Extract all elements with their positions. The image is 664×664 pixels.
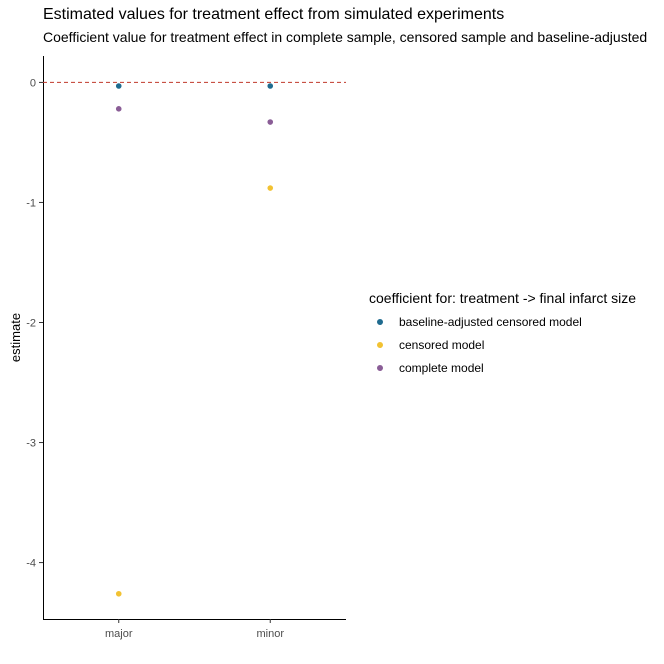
chart-title: Estimated values for treatment effect fr… [43, 6, 505, 23]
y-tick-label: -2 [26, 317, 36, 329]
data-point [267, 83, 274, 89]
data-point [115, 83, 122, 89]
data-point [115, 106, 122, 112]
legend-label: baseline-adjusted censored model [399, 315, 582, 329]
legend: coefficient for: treatment -> final infa… [369, 290, 636, 384]
x-tick-label: minor [256, 628, 284, 640]
x-tick-label: major [105, 628, 133, 640]
data-point [267, 119, 274, 125]
legend-title: coefficient for: treatment -> final infa… [369, 290, 637, 306]
legend-item-complete: complete model [369, 361, 636, 384]
data-point [267, 185, 274, 191]
chart-subtitle: Coefficient value for treatment effect i… [43, 29, 648, 45]
y-tick-label: 0 [30, 77, 36, 89]
data-point [115, 590, 122, 597]
legend-label: complete model [399, 361, 484, 375]
legend-label: censored model [399, 338, 485, 352]
legend-key [377, 365, 383, 371]
y-tick-label: -1 [26, 197, 36, 209]
y-axis-title: estimate [8, 313, 23, 362]
y-tick-label: -3 [26, 438, 36, 450]
legend-key [377, 342, 383, 348]
legend-item-censored: censored model [369, 338, 636, 361]
legend-item-baseline-adjusted: baseline-adjusted censored model [369, 315, 636, 338]
legend-key [377, 319, 383, 325]
y-tick-label: -4 [26, 558, 36, 570]
